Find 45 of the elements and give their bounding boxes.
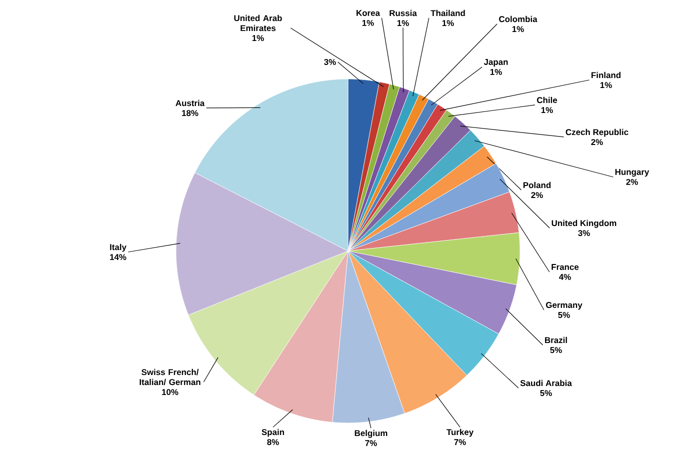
slice-label: Russia (390, 10, 417, 16)
slice-label: Brazil (545, 336, 567, 344)
slice-label: Finland (592, 72, 620, 78)
data-label: 1% (252, 35, 264, 42)
data-label: 1% (362, 20, 374, 26)
slice-label: United Kingdom (552, 220, 616, 228)
slice-label: Thailand (430, 10, 465, 16)
data-label: 2% (591, 139, 603, 146)
slice-label: France (552, 264, 579, 270)
data-label: 3% (578, 230, 590, 236)
slice-label: Turkey (446, 428, 474, 437)
slice-label: Japan (484, 59, 508, 67)
slice-label: Hungary (615, 169, 650, 177)
slice-label: Austria (176, 100, 205, 106)
data-label: 8% (267, 439, 279, 446)
data-label: 7% (454, 439, 466, 446)
data-label: 1% (512, 26, 524, 32)
data-label: 1% (541, 107, 553, 114)
slice-label: Colombia (499, 16, 538, 22)
data-label: 5% (550, 347, 562, 354)
data-label: 7% (365, 440, 377, 446)
slice-label: Chile (536, 96, 558, 104)
slice-label: Poland (523, 182, 551, 188)
data-label: 1% (600, 82, 612, 88)
data-label: 3% (324, 58, 336, 65)
slice-label: Korea (356, 10, 380, 16)
data-label: 5% (558, 312, 570, 318)
slice-label: Spain (262, 428, 284, 437)
slice-label: Czech Republic (566, 128, 628, 137)
data-label: 4% (559, 274, 571, 280)
data-label: 10% (162, 389, 178, 396)
slice-label: Swiss French/ Italian/ German (140, 368, 200, 386)
data-label: 1% (397, 20, 409, 26)
data-label: 18% (182, 110, 198, 116)
data-label: 2% (626, 178, 638, 185)
data-label: 14% (110, 254, 126, 260)
data-label: 1% (442, 20, 454, 26)
data-label: 5% (540, 390, 552, 396)
slice-label: Belgium (354, 430, 388, 438)
data-label: 2% (531, 192, 543, 198)
slice-label: Saudi Arabia (520, 380, 572, 386)
data-label: 1% (490, 68, 502, 75)
slice-label: United Arab Emirates (234, 14, 282, 32)
slice-label: Germany (546, 302, 582, 310)
slice-label: Italy (110, 244, 126, 252)
